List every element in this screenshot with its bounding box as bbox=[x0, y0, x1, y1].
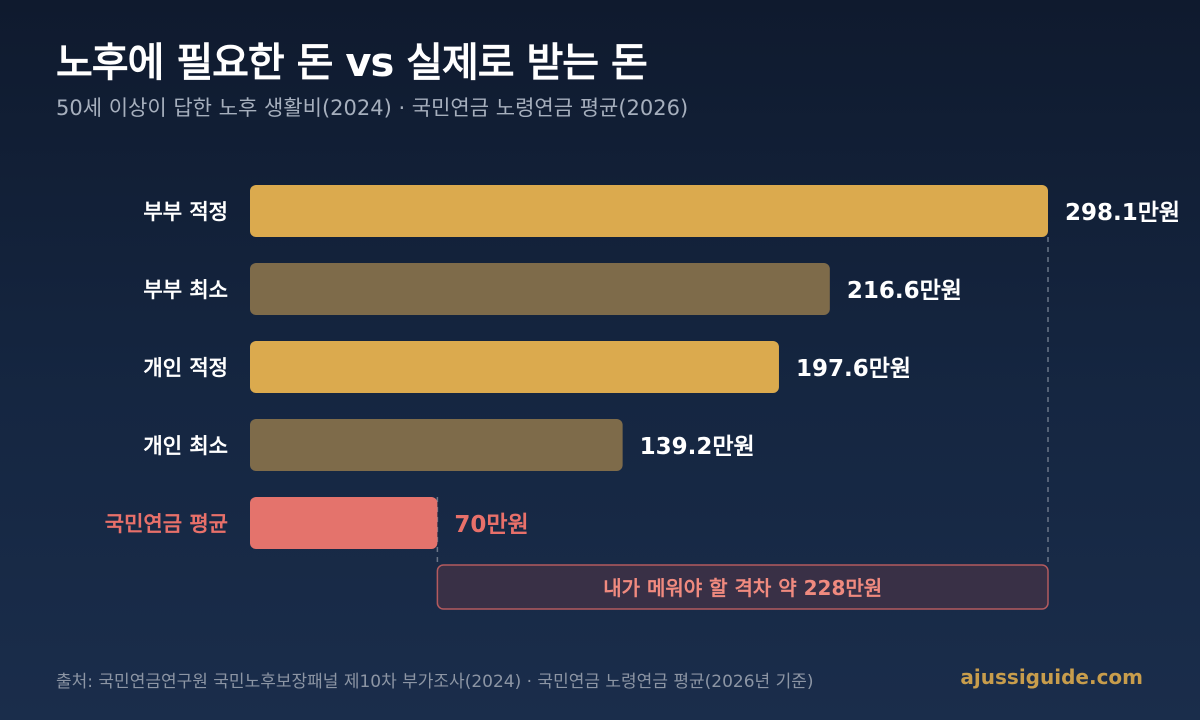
category-label-3: 개인 최소 bbox=[143, 434, 228, 458]
category-label-0: 부부 적정 bbox=[143, 200, 228, 224]
value-label-0: 298.1만원 bbox=[1065, 200, 1180, 226]
value-label-3: 139.2만원 bbox=[640, 434, 755, 460]
bar-2 bbox=[250, 341, 779, 393]
bar-0 bbox=[250, 185, 1048, 237]
category-label-2: 개인 적정 bbox=[143, 356, 228, 380]
value-label-4: 70만원 bbox=[454, 512, 528, 538]
chart-title: 노후에 필요한 돈 vs 실제로 받는 돈 bbox=[56, 40, 648, 86]
source-note: 출처: 국민연금연구원 국민노후보장패널 제10차 부가조사(2024) · 국… bbox=[56, 672, 814, 692]
chart-subtitle: 50세 이상이 답한 노후 생활비(2024) · 국민연금 노령연금 평균(2… bbox=[56, 96, 689, 120]
bar-1 bbox=[250, 263, 830, 315]
bar-3 bbox=[250, 419, 623, 471]
category-label-1: 부부 최소 bbox=[143, 278, 228, 302]
value-label-2: 197.6만원 bbox=[796, 356, 911, 382]
value-label-1: 216.6만원 bbox=[847, 278, 962, 304]
bar-4 bbox=[250, 497, 438, 549]
gap-annotation-box bbox=[436, 564, 1049, 610]
brand-label: ajussiguide.com bbox=[960, 665, 1143, 689]
gap-annotation-text: 내가 메워야 할 격차 약 228만원 bbox=[603, 576, 882, 600]
category-label-4: 국민연금 평균 bbox=[105, 512, 228, 536]
